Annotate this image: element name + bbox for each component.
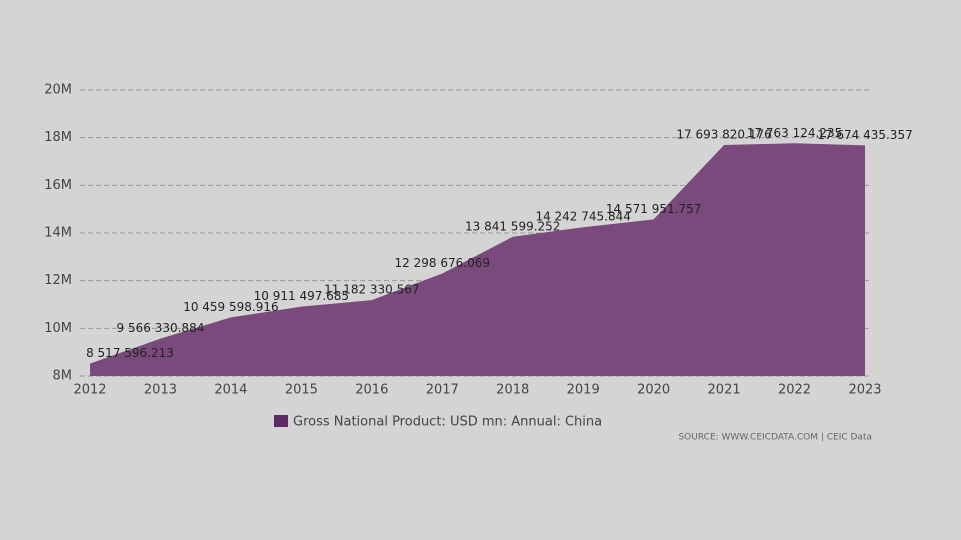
x-tick-label: 2022 bbox=[778, 383, 811, 398]
x-tick-label: 2016 bbox=[355, 383, 388, 398]
y-tick-label: 10M bbox=[44, 321, 72, 336]
data-label: 10 459 598.916 bbox=[183, 300, 278, 314]
y-tick-label: 14M bbox=[44, 226, 72, 241]
x-tick-label: 2012 bbox=[73, 383, 106, 398]
x-tick-label: 2015 bbox=[285, 383, 318, 398]
data-label: 10 911 497.685 bbox=[254, 289, 349, 303]
data-label: 17 693 820.176 bbox=[676, 127, 771, 141]
y-tick-label: 8M bbox=[53, 369, 73, 384]
legend-swatch bbox=[274, 415, 288, 427]
data-label: 17 763 124.235 bbox=[747, 126, 842, 140]
y-tick-label: 20M bbox=[44, 83, 72, 98]
y-tick-label: 12M bbox=[44, 273, 72, 288]
source: SOURCE: WWW.CEICDATA.COM | CEIC Data bbox=[678, 433, 872, 443]
data-label: 8 517 596.213 bbox=[86, 346, 174, 360]
x-tick-label: 2023 bbox=[848, 383, 881, 398]
x-tick-label: 2014 bbox=[214, 383, 247, 398]
area bbox=[90, 143, 865, 376]
data-label: 11 182 330.567 bbox=[324, 283, 419, 297]
x-tick-label: 2020 bbox=[637, 383, 670, 398]
x-tick-label: 2017 bbox=[426, 383, 459, 398]
x-tick-label: 2013 bbox=[144, 383, 177, 398]
data-label: 13 841 599.252 bbox=[465, 219, 560, 233]
y-tick-label: 18M bbox=[44, 130, 72, 145]
data-label: 14 242 745.844 bbox=[535, 210, 630, 224]
x-tick-label: 2021 bbox=[708, 383, 741, 398]
x-tick-label: 2019 bbox=[567, 383, 600, 398]
data-label: 14 571 951.757 bbox=[606, 202, 701, 216]
data-label: 17 674 435.357 bbox=[817, 128, 912, 142]
legend-label[interactable]: Gross National Product: USD mn: Annual: … bbox=[293, 415, 602, 430]
data-label: 12 298 676.069 bbox=[395, 256, 490, 270]
data-label: 9 566 330.884 bbox=[117, 321, 205, 335]
x-tick-label: 2018 bbox=[496, 383, 529, 398]
y-tick-label: 16M bbox=[44, 178, 72, 193]
